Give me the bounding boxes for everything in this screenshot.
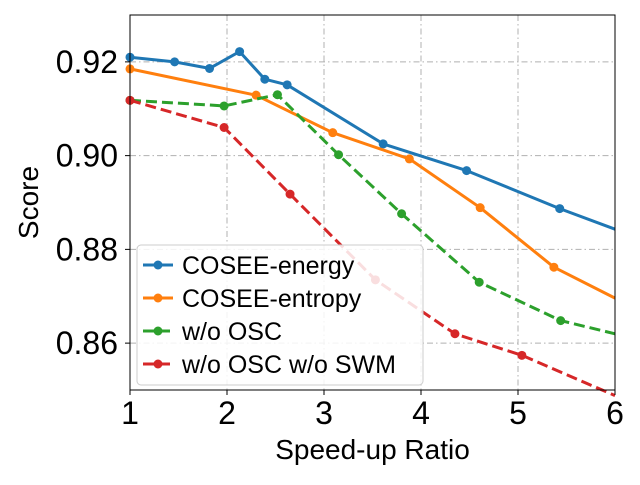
data-point bbox=[556, 316, 566, 326]
legend-marker bbox=[153, 260, 163, 270]
x-axis-label: Speed-up Ratio bbox=[275, 434, 470, 465]
data-point bbox=[474, 277, 484, 287]
axis-ticks: 1 2 3 4 5 6 0.86 0.88 0.90 0.92 bbox=[56, 44, 624, 431]
data-point bbox=[404, 154, 414, 164]
x-tick-label: 5 bbox=[509, 395, 527, 431]
legend-box bbox=[136, 244, 424, 386]
data-point bbox=[555, 204, 565, 214]
data-point bbox=[219, 101, 229, 111]
data-point bbox=[397, 209, 407, 219]
legend-item: w/o OSC w/o SWM bbox=[143, 351, 396, 379]
data-point bbox=[272, 90, 282, 100]
legend-marker bbox=[153, 293, 163, 303]
data-point bbox=[235, 47, 245, 57]
x-tick-label: 4 bbox=[412, 395, 430, 431]
legend-label: w/o OSC bbox=[181, 318, 282, 346]
y-tick-label: 0.86 bbox=[56, 325, 118, 361]
y-tick-label: 0.90 bbox=[56, 138, 118, 174]
series-1 bbox=[125, 64, 616, 300]
x-tick-label: 3 bbox=[315, 395, 333, 431]
data-point bbox=[328, 128, 338, 138]
legend-marker bbox=[153, 326, 163, 336]
data-point bbox=[285, 189, 295, 199]
data-point bbox=[205, 63, 215, 73]
legend-label: COSEE-entropy bbox=[182, 285, 362, 313]
y-tick-label: 0.88 bbox=[56, 231, 118, 267]
legend-marker bbox=[153, 359, 163, 369]
legend-item: COSEE-energy bbox=[143, 252, 355, 280]
x-tick-label: 6 bbox=[606, 395, 624, 431]
data-point bbox=[450, 329, 460, 339]
data-point bbox=[517, 350, 527, 360]
y-tick-label: 0.92 bbox=[56, 44, 118, 80]
data-point bbox=[549, 262, 559, 272]
legend-label: w/o OSC w/o SWM bbox=[181, 351, 396, 379]
legend-item: COSEE-entropy bbox=[143, 285, 362, 313]
y-axis-label: Score bbox=[13, 166, 44, 239]
data-point bbox=[170, 57, 180, 67]
data-point bbox=[282, 80, 292, 90]
x-tick-label: 2 bbox=[218, 395, 236, 431]
legend-item: w/o OSC bbox=[143, 318, 282, 346]
series-0 bbox=[125, 47, 616, 231]
x-tick-label: 1 bbox=[121, 395, 139, 431]
series-line bbox=[129, 50, 616, 231]
data-point bbox=[378, 139, 388, 149]
data-point bbox=[260, 74, 270, 84]
data-point bbox=[219, 123, 229, 132]
data-point bbox=[462, 166, 472, 176]
plot-frame bbox=[129, 14, 616, 391]
legend: COSEE-energy COSEE-entropy w/o OSC w/o OSC … bbox=[136, 244, 424, 386]
data-point bbox=[475, 203, 485, 213]
data-point bbox=[334, 150, 344, 160]
legend-label: COSEE-energy bbox=[182, 252, 355, 280]
series-line bbox=[129, 93, 616, 336]
